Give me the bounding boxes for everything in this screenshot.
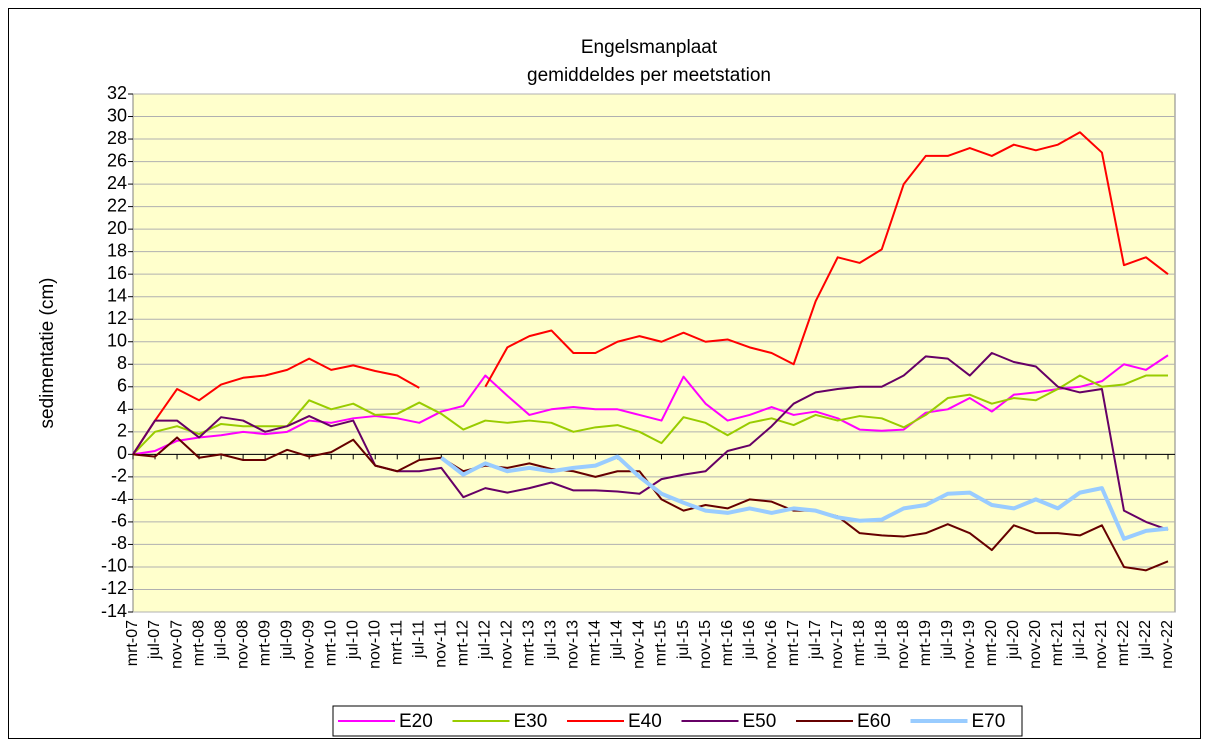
x-tick-label: jul-12	[477, 620, 494, 660]
x-tick-label: nov-15	[697, 620, 714, 669]
x-tick-label: mrt-12	[455, 620, 472, 666]
y-axis-label: sedimentatie (cm)	[37, 278, 58, 429]
x-tick-label: nov-13	[565, 620, 582, 669]
x-tick-label: nov-08	[234, 620, 251, 669]
x-tick-label: mrt-07	[124, 620, 141, 666]
x-tick-label: mrt-08	[190, 620, 207, 666]
x-tick-label: nov-12	[499, 620, 516, 669]
x-tick-label: jul-21	[1071, 620, 1088, 660]
y-tick-label: 26	[107, 150, 127, 170]
y-tick-label: 10	[107, 330, 127, 350]
y-tick-label: 12	[107, 308, 127, 328]
y-tick-label: 6	[117, 376, 127, 396]
x-tick-label: jul-11	[410, 620, 427, 659]
series-line	[132, 354, 1169, 456]
series-line	[484, 131, 1169, 388]
y-tick-label: 0	[117, 443, 127, 463]
x-tick-label: jul-18	[873, 620, 890, 660]
chart-title: Engelsmanplaat	[581, 37, 718, 58]
x-tick-label: nov-16	[763, 620, 780, 669]
y-tick-label: -8	[111, 533, 127, 553]
x-tick-label: nov-10	[366, 620, 383, 669]
y-tick-label: -2	[111, 466, 127, 486]
legend-label: E60	[857, 711, 891, 732]
y-tick-label: -14	[101, 601, 127, 621]
legend-box	[332, 705, 1023, 737]
x-tick-label: mrt-20	[983, 620, 1000, 666]
x-tick-label: nov-21	[1093, 620, 1110, 669]
x-tick-label: nov-09	[300, 620, 317, 669]
x-tick-label: mrt-15	[653, 620, 670, 666]
x-tick-label: jul-17	[807, 620, 824, 660]
x-tick-label: jul-15	[675, 620, 692, 660]
x-tick-label: jul-16	[741, 620, 758, 660]
y-tick-label: 4	[117, 398, 127, 418]
x-tick-label: mrt-09	[256, 620, 273, 666]
x-tick-label: jul-19	[939, 620, 956, 660]
x-tick-label: mrt-16	[719, 620, 736, 666]
x-tick-label: mrt-19	[917, 620, 934, 666]
x-tick-label: jul-07	[146, 620, 163, 660]
x-tick-label: mrt-18	[851, 620, 868, 666]
x-tick-label: nov-18	[895, 620, 912, 669]
legend-label: E40	[628, 711, 662, 732]
x-tick-label: jul-09	[278, 620, 295, 660]
y-tick-label: -6	[111, 511, 127, 531]
x-tick-label: jul-10	[344, 620, 361, 660]
x-tick-label: nov-22	[1159, 620, 1176, 669]
x-tick-label: mrt-13	[521, 620, 538, 666]
y-tick-label: 14	[107, 285, 127, 305]
x-tick-label: mrt-14	[587, 620, 604, 666]
x-tick-label: nov-11	[433, 620, 450, 668]
x-tick-label: nov-19	[961, 620, 978, 669]
x-tick-label: jul-08	[212, 620, 229, 660]
legend-label: E70	[972, 711, 1006, 732]
y-tick-label: 22	[107, 195, 127, 215]
x-tick-label: mrt-11	[388, 620, 405, 665]
series-line	[440, 454, 1169, 541]
y-tick-label: 20	[107, 218, 127, 238]
x-tick-label: nov-20	[1027, 620, 1044, 669]
plot-area	[132, 93, 1176, 613]
x-tick-label: jul-20	[1005, 620, 1022, 660]
y-tick-label: 32	[107, 83, 127, 103]
y-tick-label: -12	[101, 578, 127, 598]
legend-label: E20	[399, 711, 433, 732]
y-tick-label: 24	[107, 173, 127, 193]
x-tick-label: nov-07	[168, 620, 185, 669]
x-tick-label: nov-17	[829, 620, 846, 669]
x-tick-label: mrt-22	[1115, 620, 1132, 666]
x-tick-label: mrt-17	[785, 620, 802, 666]
series-line	[132, 357, 420, 455]
x-tick-label: jul-22	[1137, 620, 1154, 660]
y-tick-label: 18	[107, 240, 127, 260]
series-line	[132, 374, 1168, 456]
y-tick-label: 2	[117, 421, 127, 441]
x-tick-label: mrt-10	[322, 620, 339, 666]
chart-subtitle: gemiddeldes per meetstation	[527, 65, 771, 86]
y-tick-label: -4	[111, 488, 127, 508]
y-tick-label: 16	[107, 263, 127, 283]
x-tick-label: jul-13	[543, 620, 560, 660]
y-tick-label: -10	[101, 556, 127, 576]
x-tick-label: jul-14	[609, 620, 626, 660]
y-tick-label: 30	[107, 105, 127, 125]
y-tick-label: 28	[107, 128, 127, 148]
legend-label: E50	[743, 711, 777, 732]
x-tick-label: mrt-21	[1049, 620, 1066, 666]
y-tick-label: 8	[117, 353, 127, 373]
legend-label: E30	[514, 711, 548, 732]
x-tick-label: nov-14	[631, 620, 648, 669]
